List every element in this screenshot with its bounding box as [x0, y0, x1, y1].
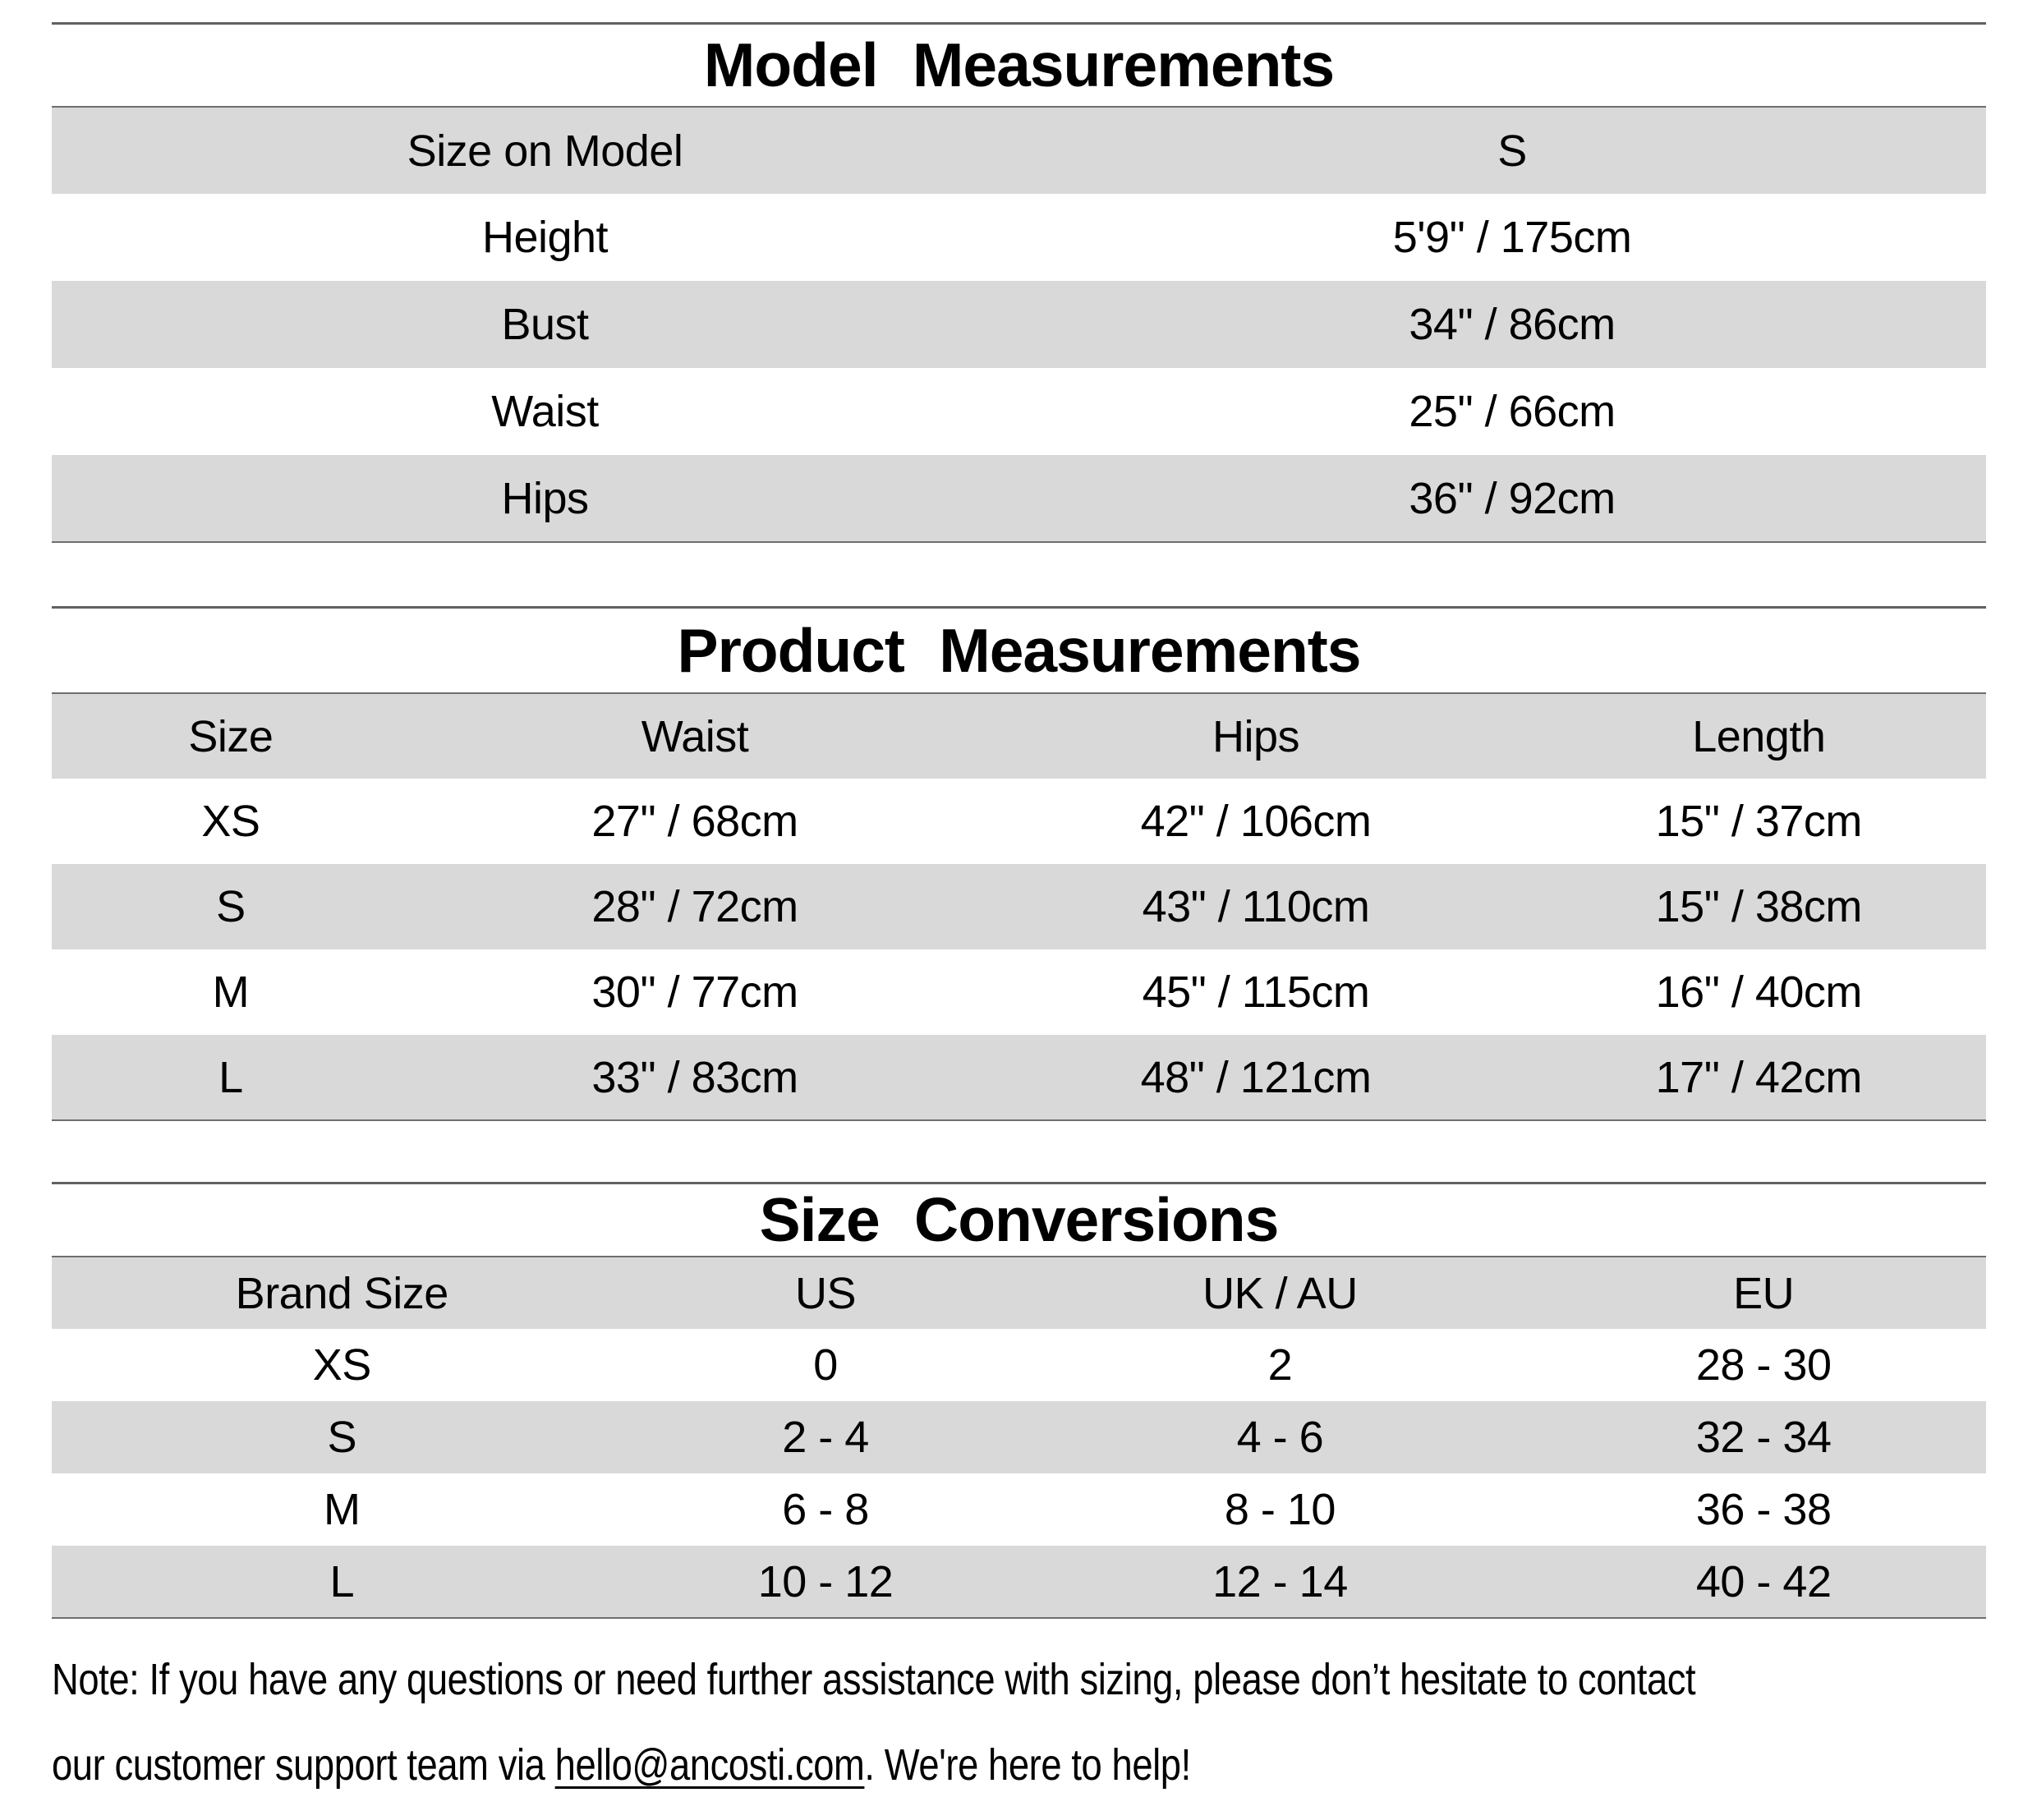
note-text: our customer support team via — [52, 1740, 555, 1790]
section-title-size-conversions: Size Conversions — [759, 1185, 1280, 1254]
section-divider — [52, 22, 1986, 25]
table-row: L 33" / 83cm 48" / 121cm 17" / 42cm — [52, 1035, 1986, 1120]
length-cell: 15" / 38cm — [1655, 882, 1863, 931]
uk-au-size-cell: 2 — [1267, 1340, 1293, 1390]
table-row: XS 27" / 68cm 42" / 106cm 15" / 37cm — [52, 779, 1986, 864]
table-row: M 30" / 77cm 45" / 115cm 16" / 40cm — [52, 949, 1986, 1035]
brand-size-cell: L — [329, 1556, 355, 1606]
uk-au-size-cell: 4 - 6 — [1236, 1413, 1324, 1462]
uk-au-size-cell: 12 - 14 — [1212, 1556, 1348, 1606]
measurement-label: Size on Model — [407, 126, 683, 176]
table-row: Waist 25" / 66cm — [52, 368, 1986, 455]
note-line-2: our customer support team via hello@anco… — [52, 1722, 2018, 1808]
table-row: S 28" / 72cm 43" / 110cm 15" / 38cm — [52, 864, 1986, 949]
us-size-cell: 0 — [813, 1340, 838, 1390]
sizing-note: Note: If you have any questions or need … — [52, 1637, 2018, 1808]
us-size-cell: 10 - 12 — [757, 1556, 894, 1606]
product-measurements-table: Size Waist Hips Length XS 27" / 68cm 42"… — [52, 692, 1986, 1121]
brand-size-cell: M — [324, 1485, 361, 1534]
header-cell-brand-size: Brand Size — [235, 1268, 449, 1318]
table-row: L 10 - 12 12 - 14 40 - 42 — [52, 1546, 1986, 1618]
measurement-label: Hips — [501, 473, 590, 523]
table-header-row: Size Waist Hips Length — [52, 693, 1986, 779]
waist-cell: 33" / 83cm — [591, 1052, 798, 1102]
measurement-value: S — [1497, 126, 1527, 176]
uk-au-size-cell: 8 - 10 — [1224, 1485, 1336, 1534]
measurement-value: 5'9" / 175cm — [1392, 213, 1632, 262]
measurement-value: 25" / 66cm — [1409, 387, 1616, 436]
header-cell-us: US — [794, 1268, 857, 1318]
hips-cell: 43" / 110cm — [1142, 882, 1370, 931]
table-row: XS 0 2 28 - 30 — [52, 1329, 1986, 1401]
us-size-cell: 2 - 4 — [782, 1413, 869, 1462]
model-measurements-table: Size on Model S Height 5'9" / 175cm Bust… — [52, 106, 1986, 543]
section-divider — [52, 606, 1986, 609]
hips-cell: 45" / 115cm — [1142, 967, 1370, 1017]
hips-cell: 42" / 106cm — [1140, 797, 1372, 846]
eu-size-cell: 40 - 42 — [1695, 1556, 1832, 1606]
waist-cell: 28" / 72cm — [591, 882, 798, 931]
size-cell: S — [216, 882, 246, 931]
section-title-model-measurements: Model Measurements — [703, 30, 1335, 99]
size-cell: XS — [201, 797, 260, 846]
eu-size-cell: 28 - 30 — [1695, 1340, 1832, 1390]
header-cell-uk-au: UK / AU — [1202, 1268, 1358, 1318]
email-link[interactable]: hello@ancosti.com — [554, 1740, 865, 1790]
header-cell-hips: Hips — [1212, 711, 1300, 761]
note-line-1: Note: If you have any questions or need … — [52, 1637, 2018, 1722]
header-cell-waist: Waist — [641, 711, 749, 761]
table-row: S 2 - 4 4 - 6 32 - 34 — [52, 1401, 1986, 1473]
waist-cell: 27" / 68cm — [591, 797, 798, 846]
brand-size-cell: XS — [312, 1340, 372, 1390]
section-divider — [52, 1182, 1986, 1184]
length-cell: 16" / 40cm — [1655, 967, 1863, 1017]
brand-size-cell: S — [327, 1413, 357, 1462]
section-title-product-measurements: Product Measurements — [677, 616, 1362, 685]
waist-cell: 30" / 77cm — [591, 967, 798, 1017]
header-cell-size: Size — [188, 711, 274, 761]
measurement-value: 34" / 86cm — [1409, 300, 1616, 349]
table-row: M 6 - 8 8 - 10 36 - 38 — [52, 1473, 1986, 1546]
table-row: Hips 36" / 92cm — [52, 455, 1986, 542]
us-size-cell: 6 - 8 — [782, 1485, 869, 1534]
measurement-label: Height — [481, 213, 609, 262]
table-row: Height 5'9" / 175cm — [52, 194, 1986, 281]
measurement-value: 36" / 92cm — [1409, 473, 1616, 523]
size-cell: M — [212, 967, 250, 1017]
measurement-label: Waist — [491, 387, 599, 436]
header-cell-length: Length — [1692, 711, 1826, 761]
table-header-row: Brand Size US UK / AU EU — [52, 1257, 1986, 1329]
table-row: Size on Model S — [52, 107, 1986, 194]
size-conversions-table: Brand Size US UK / AU EU XS 0 2 28 - 30 … — [52, 1256, 1986, 1619]
size-cell: L — [218, 1052, 243, 1102]
length-cell: 17" / 42cm — [1655, 1052, 1863, 1102]
header-cell-eu: EU — [1733, 1268, 1795, 1318]
measurement-label: Bust — [501, 300, 589, 349]
table-row: Bust 34" / 86cm — [52, 281, 1986, 368]
hips-cell: 48" / 121cm — [1140, 1052, 1372, 1102]
eu-size-cell: 36 - 38 — [1695, 1485, 1832, 1534]
eu-size-cell: 32 - 34 — [1695, 1413, 1832, 1462]
note-text: Note: If you have any questions or need … — [52, 1655, 1696, 1704]
length-cell: 15" / 37cm — [1655, 797, 1863, 846]
note-text: . We're here to help! — [864, 1740, 1191, 1790]
